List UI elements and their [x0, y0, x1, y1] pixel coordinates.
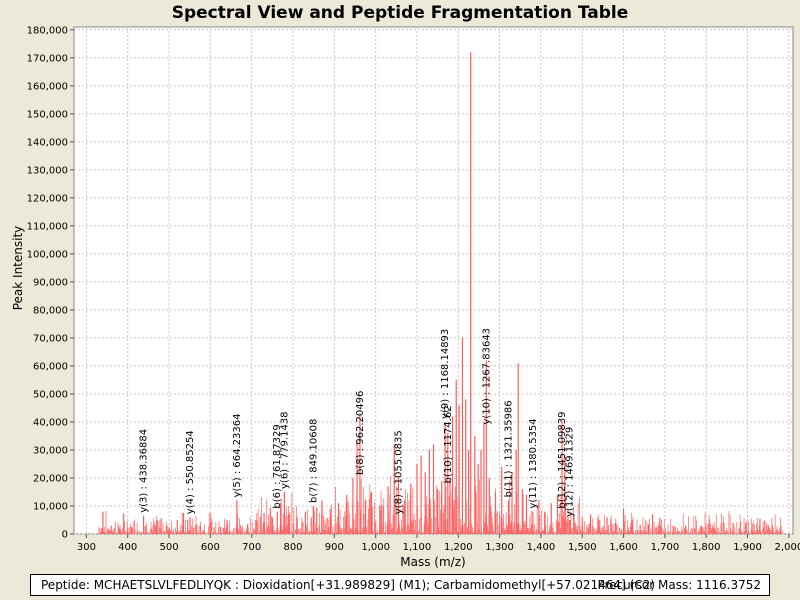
fragment-annotation: y(6) : 779.1438: [279, 411, 290, 489]
x-tick-label: 700: [242, 542, 261, 553]
peaks-layer: [98, 52, 783, 534]
spectrum-chart: y(3) : 438.36884 y(4) : 550.85254 y(5) : 6…: [11, 25, 800, 569]
y-tick-label: 20,000: [33, 473, 68, 484]
fragment-annotation: b(11) : 1321.35986: [503, 400, 514, 497]
x-tick-label: 800: [283, 542, 302, 553]
peptide-info-bar: Peptide: MCHAETSLVLFEDLIYQK : Dioxidatio…: [30, 574, 770, 596]
x-tick-label: 400: [118, 542, 137, 553]
y-tick-label: 40,000: [33, 417, 68, 428]
fragment-annotation: y(11) : 1380.5354: [528, 418, 539, 508]
y-tick-label: 130,000: [27, 165, 68, 176]
y-tick-label: 170,000: [27, 53, 68, 64]
x-tick-label: 1,300: [485, 542, 514, 553]
y-tick-label: 140,000: [27, 137, 68, 148]
y-tick-label: 110,000: [27, 221, 68, 232]
y-tick-label: 120,000: [27, 193, 68, 204]
fragment-annotation: b(12) : 1451.09839: [557, 412, 568, 509]
axes-layer: 300 400 500 600 700 800 900 1,000 1,100 1,200 1,30…: [27, 25, 800, 553]
y-tick-label: 60,000: [33, 361, 68, 372]
y-tick-label: 180,000: [27, 25, 68, 36]
y-tick-label: 50,000: [33, 389, 68, 400]
x-tick-label: 1,000: [361, 542, 390, 553]
y-tick-label: 150,000: [27, 109, 68, 120]
x-tick-label: 1,400: [527, 542, 556, 553]
y-tick-label: 30,000: [33, 445, 68, 456]
precursor-mass-label: Precursor Mass: 1116.3752: [597, 578, 761, 592]
x-tick-label: 600: [201, 542, 220, 553]
chart-title: Spectral View and Peptide Fragmentation …: [171, 3, 629, 23]
x-tick-label: 1,900: [733, 542, 762, 553]
x-tick-label: 1,700: [651, 542, 680, 553]
x-tick-label: 1,600: [609, 542, 638, 553]
x-tick-label: 900: [325, 542, 344, 553]
y-tick-label: 0: [62, 530, 68, 541]
fragment-annotation: y(4) : 550.85254: [185, 430, 196, 514]
fragment-annotation: b(7) : 849.10608: [308, 419, 319, 503]
fragment-annotation: y(3) : 438.36884: [139, 429, 150, 513]
fragment-annotation: y(12) : 1469.1329: [565, 427, 576, 517]
annotation-layer: y(3) : 438.36884 y(4) : 550.85254 y(5) : 6…: [139, 328, 576, 517]
y-axis-label: Peak Intensity: [11, 226, 25, 311]
y-tick-label: 70,000: [33, 333, 68, 344]
x-tick-label: 1,200: [444, 542, 473, 553]
grid-lines: [74, 27, 793, 535]
fragment-annotation: b(6) : 761.87329: [272, 424, 283, 508]
y-tick-label: 100,000: [27, 249, 68, 260]
fragment-annotation: y(9) : 1168.14893: [440, 329, 451, 419]
x-tick-label: 1,100: [403, 542, 432, 553]
fragment-annotation: y(5) : 664.23364: [232, 413, 243, 497]
y-tick-label: 160,000: [27, 81, 68, 92]
x-tick-label: 2,000: [775, 542, 800, 553]
x-axis-label: Mass (m/z): [400, 555, 465, 569]
x-tick-label: 300: [77, 542, 96, 553]
x-tick-label: 1,800: [692, 542, 721, 553]
y-tick-label: 10,000: [33, 501, 68, 512]
x-tick-label: 500: [159, 542, 178, 553]
fragment-annotation: y(10) : 1267.83643: [481, 328, 492, 425]
fragment-annotation: b(10) : 1174.62: [443, 405, 454, 483]
peptide-label: Peptide: MCHAETSLVLFEDLIYQK : Dioxidatio…: [41, 578, 655, 592]
x-tick-label: 1,500: [568, 542, 597, 553]
y-tick-label: 90,000: [33, 277, 68, 288]
fragment-annotation: b(8) : 962.20496: [355, 391, 366, 475]
y-tick-label: 80,000: [33, 305, 68, 316]
fragment-annotation: y(8) : 1055.0835: [393, 430, 404, 514]
